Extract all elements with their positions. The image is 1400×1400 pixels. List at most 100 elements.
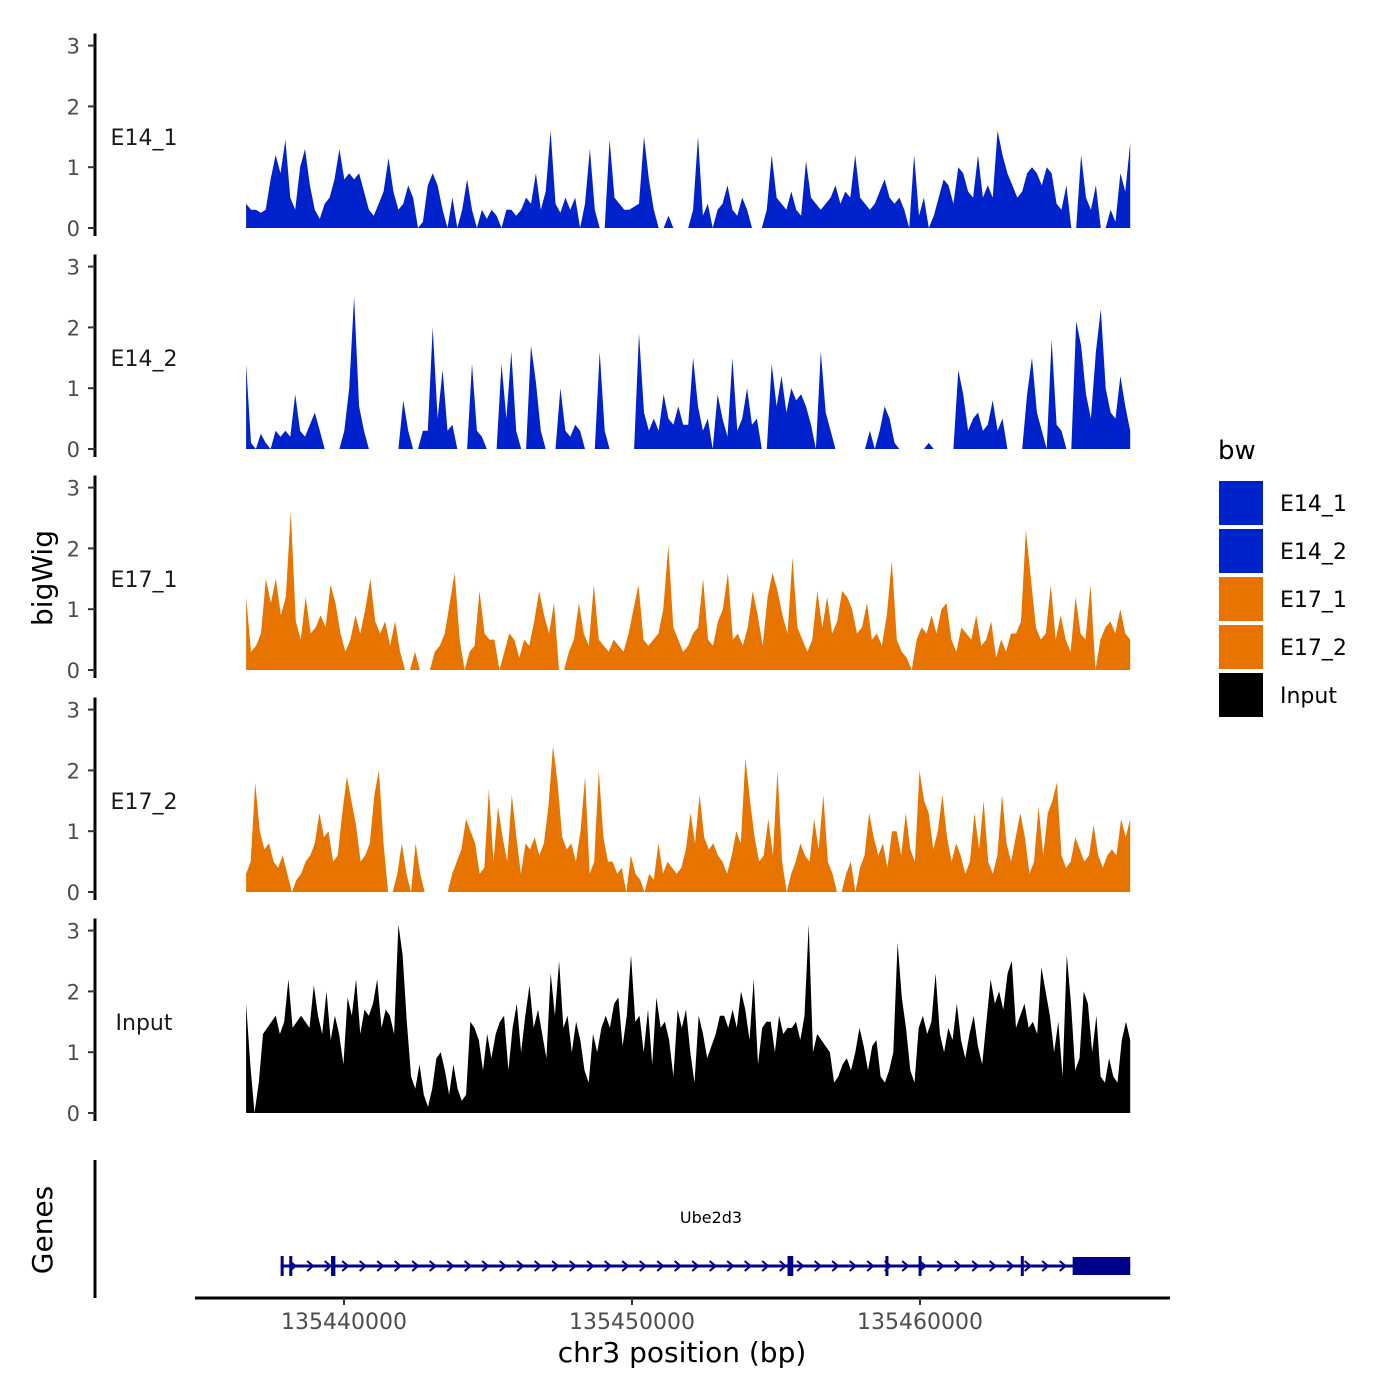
signal-tracks: 0 1 2 3 E14_1 0 1 2 3 E14_2 0 1 2 3 E17_1 0 1 2 3 E17_2 0 1 2 3… (67, 33, 1131, 1126)
strand-arrow (551, 1260, 560, 1272)
signal-area-Input (246, 924, 1131, 1113)
strand-arrow (796, 1260, 805, 1272)
strand-arrow (376, 1260, 385, 1272)
y-tick-label-E14_2-2: 2 (67, 316, 80, 340)
strand-arrow (901, 1260, 910, 1272)
strand-arrow (446, 1260, 455, 1272)
gene-exon-8 (1072, 1257, 1131, 1275)
strand-arrow (708, 1260, 718, 1272)
strand-arrow (848, 1260, 858, 1272)
strand-arrow (936, 1260, 945, 1272)
gene-exon-2 (289, 1256, 293, 1276)
x-ticks: 135440000 135450000 135460000 (281, 1298, 983, 1335)
strand-arrow (918, 1260, 928, 1272)
gene-exon-3 (331, 1256, 336, 1276)
strand-arrow (341, 1260, 350, 1272)
strand-arrow (1058, 1260, 1068, 1272)
strand-arrow (778, 1260, 788, 1272)
track-label-E14_2: E14_2 (111, 347, 178, 372)
track-E17_2: 0 1 2 3 E17_2 (67, 697, 1131, 905)
legend-label-E17_1: E17_1 (1280, 588, 1347, 613)
signal-area-E14_1 (246, 130, 1131, 228)
signal-area-E17_2 (246, 746, 1131, 892)
gene-track-title: Genes (26, 1186, 59, 1274)
x-axis-title: chr3 position (bp) (558, 1336, 807, 1369)
strand-arrow (481, 1260, 490, 1272)
gene-model (280, 1256, 1131, 1276)
y-tick-label-E14_1-1: 1 (67, 156, 80, 180)
signal-area-E17_1 (246, 511, 1131, 670)
y-tick-label-E14_2-1: 1 (67, 377, 80, 401)
strand-arrow (953, 1260, 963, 1272)
strand-arrow (411, 1260, 420, 1272)
y-tick-label-E17_2-1: 1 (67, 820, 80, 844)
strand-arrow (813, 1260, 823, 1272)
strand-arrow (726, 1260, 735, 1272)
x-tick-label-135460000: 135460000 (857, 1310, 983, 1335)
y-tick-label-E14_1-3: 3 (67, 35, 80, 59)
strand-arrow (586, 1260, 595, 1272)
signal-area-E14_2 (246, 297, 1131, 449)
strand-arrow (393, 1260, 403, 1272)
y-tick-label-E14_2-0: 0 (67, 438, 80, 462)
y-tick-label-E14_1-2: 2 (67, 95, 80, 119)
strand-arrow (1041, 1260, 1050, 1272)
y-tick-label-Input-3: 3 (67, 920, 80, 944)
legend-swatch-E17_1 (1219, 577, 1263, 621)
x-tick-label-135440000: 135440000 (281, 1310, 407, 1335)
legend-title: bw (1218, 436, 1256, 466)
legend-swatch-E17_2 (1219, 625, 1263, 669)
gene-exon-6 (918, 1256, 922, 1276)
strand-arrow (463, 1260, 473, 1272)
strand-arrow (306, 1260, 315, 1272)
legend-label-E17_2: E17_2 (1280, 636, 1347, 661)
y-tick-label-E17_1-0: 0 (67, 659, 80, 683)
legend-label-E14_1: E14_1 (1280, 492, 1347, 517)
strand-arrow (358, 1260, 368, 1272)
track-label-E17_2: E17_2 (111, 790, 178, 815)
legend: bw E14_1 E14_2 E17_1 E17_2 Input (1218, 436, 1347, 717)
strand-arrow (533, 1260, 543, 1272)
track-label-E17_1: E17_1 (111, 568, 178, 593)
y-tick-label-E14_1-0: 0 (67, 217, 80, 241)
strand-arrow (568, 1260, 578, 1272)
legend-swatch-Input (1219, 673, 1263, 717)
gene-name-label: Ube2d3 (680, 1208, 742, 1227)
y-tick-label-E17_2-3: 3 (67, 699, 80, 723)
legend-swatch-E14_1 (1219, 481, 1263, 525)
y-tick-label-E17_2-2: 2 (67, 759, 80, 783)
y-tick-label-E17_1-3: 3 (67, 477, 80, 501)
gene-exon-7 (1020, 1256, 1024, 1276)
legend-swatch-E14_2 (1219, 529, 1263, 573)
track-label-E14_1: E14_1 (111, 126, 178, 151)
strand-arrow (603, 1260, 613, 1272)
strand-arrow (323, 1260, 333, 1272)
gene-track-panel: Genes Ube2d3 (26, 1160, 1131, 1298)
track-label-Input: Input (116, 1011, 173, 1036)
strand-arrow (1023, 1260, 1033, 1272)
track-E17_1: 0 1 2 3 E17_1 (67, 475, 1131, 683)
gene-exon-4 (787, 1256, 794, 1276)
legend-label-E14_2: E14_2 (1280, 540, 1347, 565)
strand-arrow (516, 1260, 525, 1272)
strand-arrow (638, 1260, 648, 1272)
track-E14_2: 0 1 2 3 E14_2 (67, 254, 1131, 462)
strand-arrow (761, 1260, 770, 1272)
strand-arrow (743, 1260, 753, 1272)
y-tick-label-E14_2-3: 3 (67, 256, 80, 280)
strand-arrow (831, 1260, 840, 1272)
x-axis: 135440000 135450000 135460000 chr3 positio… (195, 1296, 1170, 1369)
gene-exon-1 (280, 1256, 284, 1276)
y-axis-title: bigWig (26, 530, 59, 626)
legend-label-Input: Input (1280, 684, 1337, 709)
y-tick-label-Input-0: 0 (67, 1102, 80, 1126)
y-tick-label-Input-1: 1 (67, 1041, 80, 1065)
x-tick-label-135450000: 135450000 (569, 1310, 695, 1335)
track-Input: 0 1 2 3 Input (67, 918, 1131, 1126)
strand-arrow (621, 1260, 630, 1272)
y-tick-label-E17_1-1: 1 (67, 598, 80, 622)
strand-arrow (1006, 1260, 1015, 1272)
legend-items: E14_1 E14_2 E17_1 E17_2 Input (1219, 481, 1347, 717)
track-E14_1: 0 1 2 3 E14_1 (67, 33, 1131, 241)
